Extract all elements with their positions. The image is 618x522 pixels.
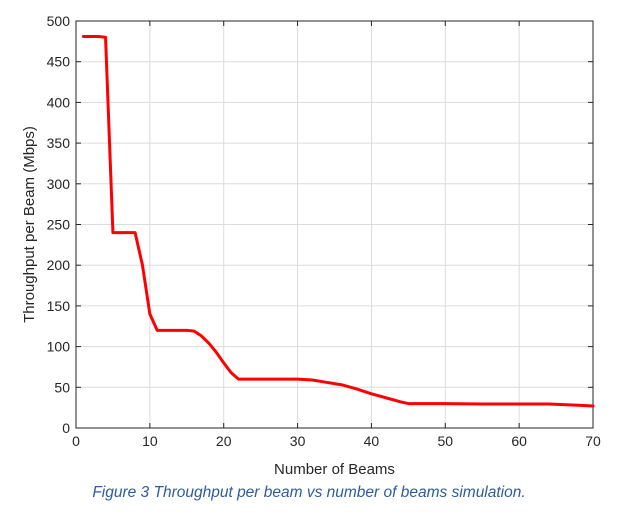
x-tick-label: 50	[437, 433, 453, 449]
y-tick-label: 200	[47, 257, 71, 273]
series-group	[81, 34, 595, 408]
axis-ticks: 0 10 20 30 40 50 60 70 0 50 100 150 200 250 300 350 400 4…	[47, 13, 601, 449]
x-tick-label: 20	[216, 433, 232, 449]
x-tick-label: 60	[511, 433, 527, 449]
x-tick-label: 40	[364, 433, 380, 449]
series-line	[81, 34, 595, 408]
grid-lines	[75, 20, 594, 429]
y-tick-label: 250	[47, 217, 71, 233]
x-tick-label: 10	[142, 433, 158, 449]
y-tick-label: 150	[47, 298, 71, 314]
y-axis-label: Throughput per Beam (Mbps)	[21, 126, 38, 323]
y-tick-label: 350	[47, 135, 71, 151]
figure-caption: Figure 3 Throughput per beam vs number o…	[92, 484, 526, 501]
y-tick-label: 500	[47, 13, 71, 29]
y-tick-label: 0	[62, 420, 70, 436]
x-tick-label: 30	[290, 433, 306, 449]
x-tick-label: 70	[585, 433, 601, 449]
y-tick-label: 100	[47, 339, 71, 355]
x-axis-label: Number of Beams	[274, 461, 395, 478]
y-tick-label: 400	[47, 94, 71, 110]
y-tick-label: 50	[54, 379, 70, 395]
x-tick-label: 0	[72, 433, 80, 449]
y-tick-label: 450	[47, 54, 71, 70]
y-tick-label: 300	[47, 176, 71, 192]
throughput-chart: 0 10 20 30 40 50 60 70 0 50 100 150 200 250 300 350 400 4…	[21, 13, 601, 478]
